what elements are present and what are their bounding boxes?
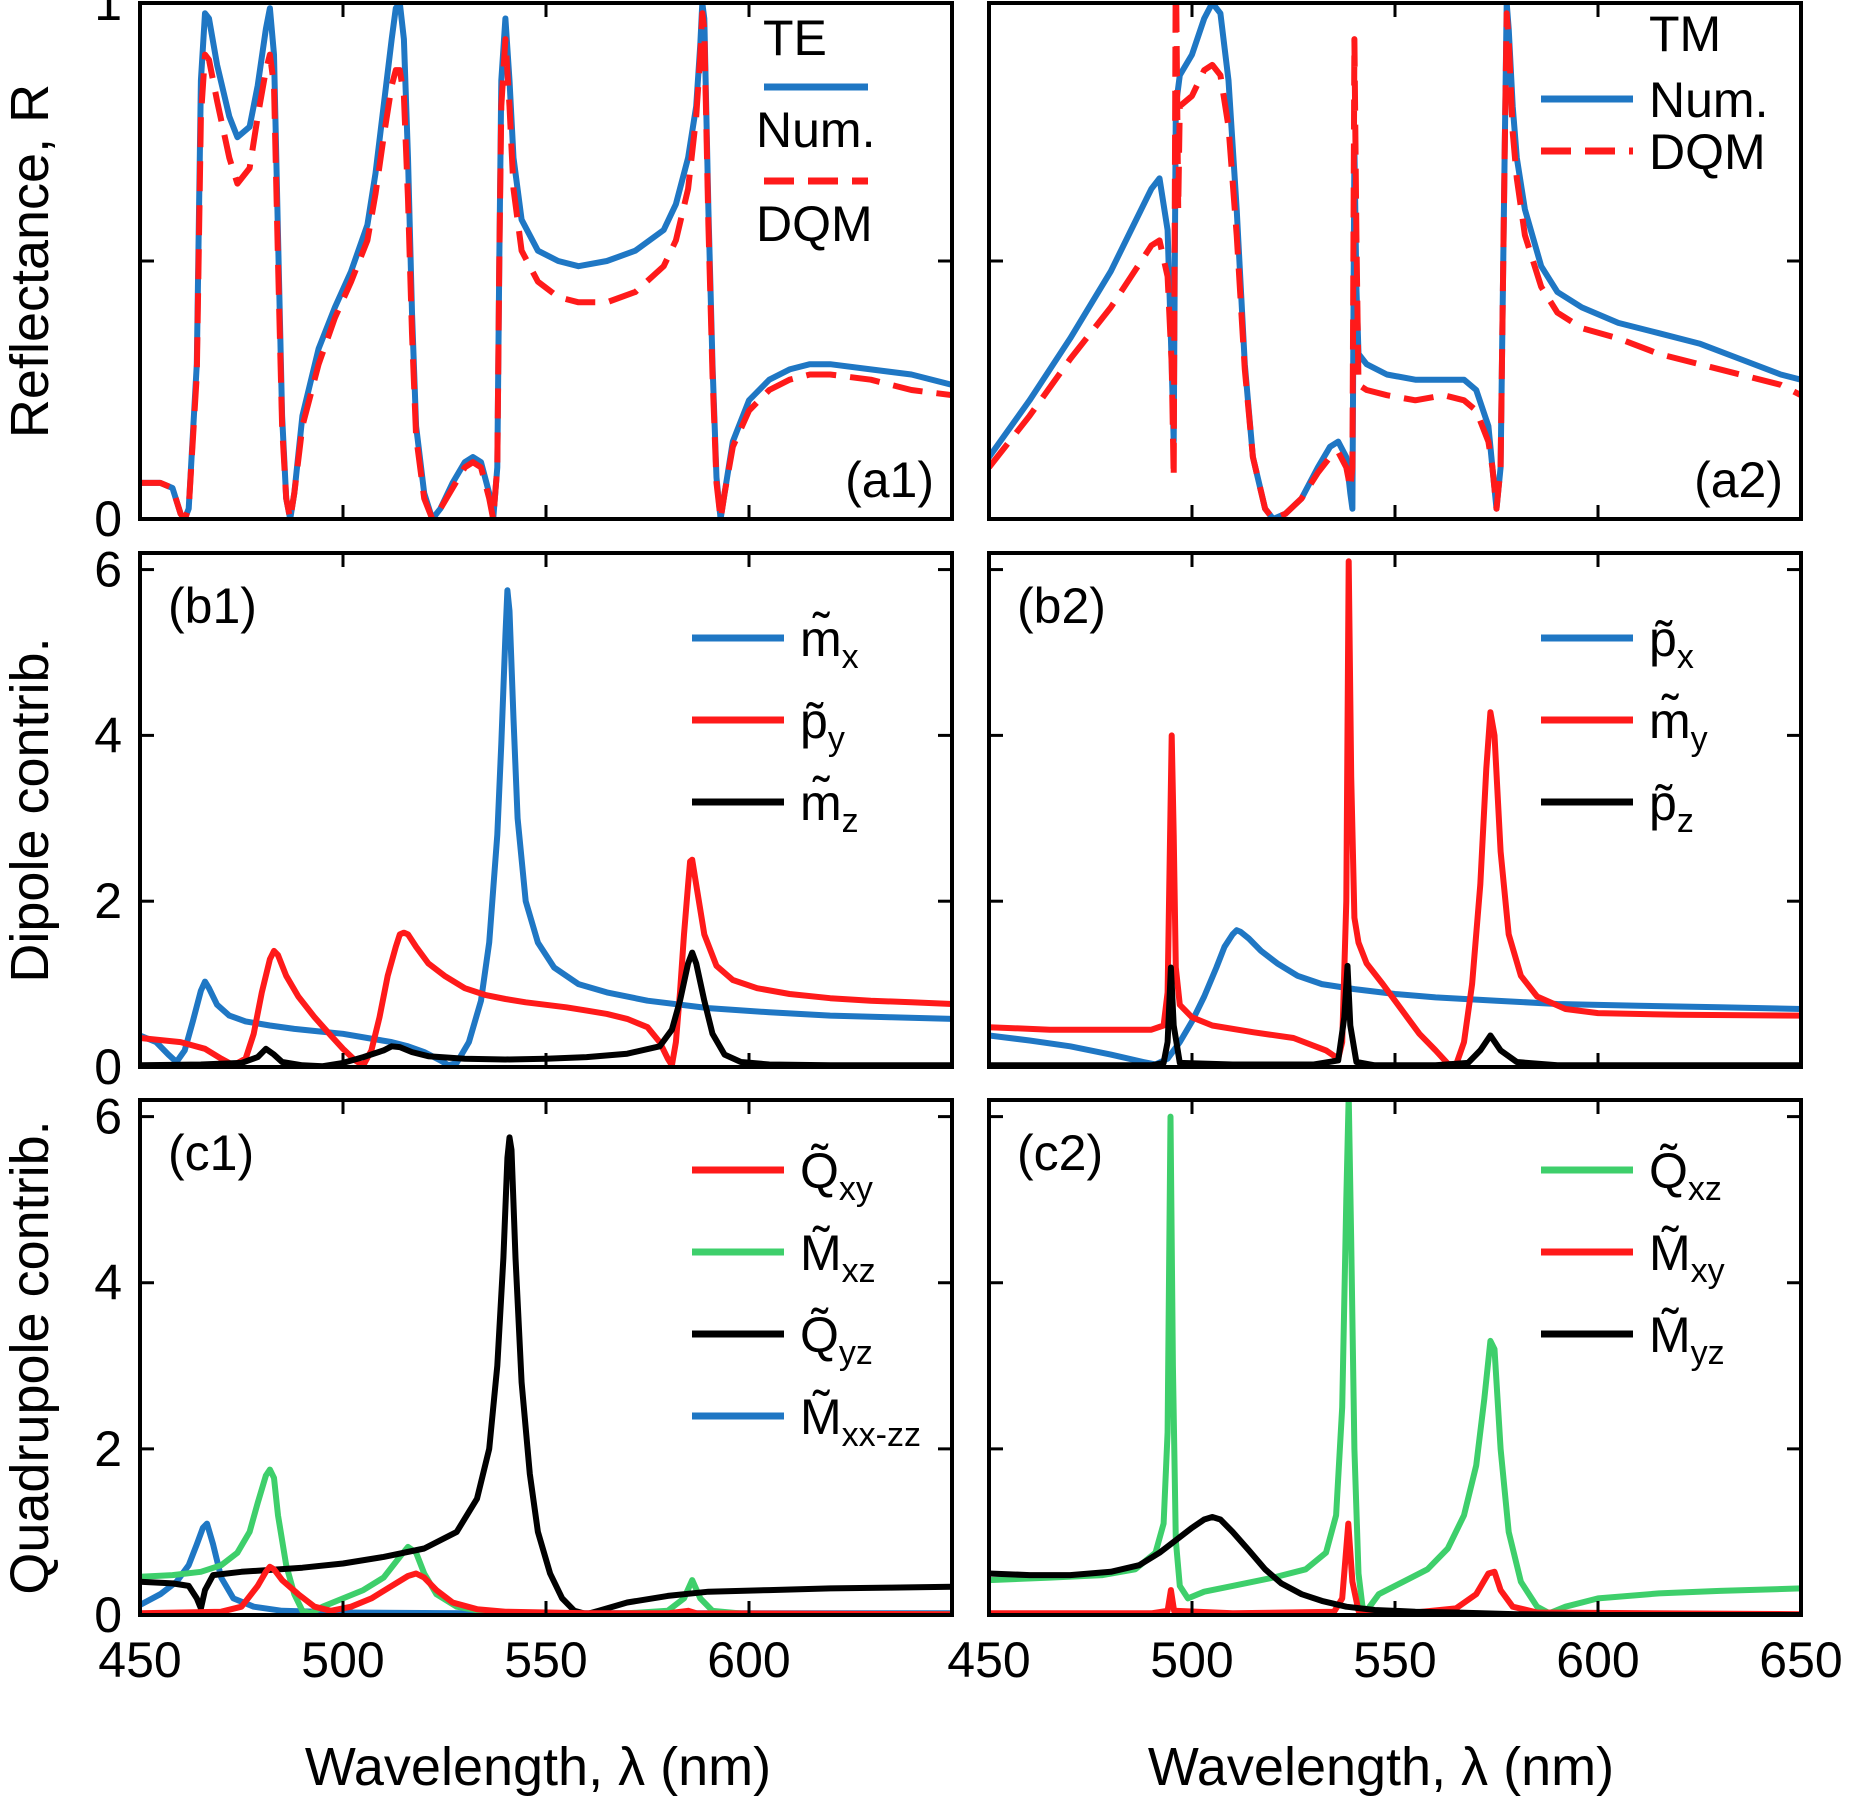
panel-b1: 0 2 4 6 (b1) m̃x p̃y m̃z: [94, 542, 954, 1095]
legend-label-a1-0: Num.: [756, 102, 875, 158]
series-line-b1-1: [140, 856, 952, 1067]
y-tick-label-a1-0: 0: [94, 491, 122, 547]
y-tick-label-a1-2: 1: [94, 0, 122, 31]
legend-label-b2-1: m̃y: [1649, 693, 1708, 758]
row-ylabels: Reflectance, R Dipole contrib. Quadrupole …: [0, 84, 60, 1595]
x-tick-label-c2-3: 600: [1556, 1632, 1639, 1688]
x-tick-label-c1-1: 500: [301, 1632, 384, 1688]
legend-title-a2: TM: [1649, 6, 1721, 62]
legend-a2: TM Num.DQM: [1541, 6, 1768, 180]
x-tick-label-c2-2: 550: [1353, 1632, 1436, 1688]
x-tick-label-c1-2: 550: [504, 1632, 587, 1688]
y-tick-label-c1-0: 0: [94, 1587, 122, 1643]
series-line-c1-1: [140, 1466, 952, 1615]
y-tick-label-b1-0: 0: [94, 1039, 122, 1095]
legend-label-b2-2: p̃z: [1649, 775, 1694, 840]
y-tick-label-b1-2: 4: [94, 707, 122, 763]
panel-c1: 450 500 550 600 0 2 4 6 (c1) Q̃xy M̃xz Q̃yz M̃xx-zz: [94, 1089, 954, 1688]
x-tick-label-c2-0: 450: [947, 1632, 1030, 1688]
x-axis-label-left: Wavelength, λ (nm): [305, 1737, 771, 1797]
panel-label-c2: (c2): [1017, 1125, 1103, 1181]
legend-label-b2-0: p̃x: [1649, 611, 1694, 676]
legend-label-c1-3: M̃xx-zz: [800, 1389, 921, 1454]
series-line-b2-2: [989, 962, 1801, 1067]
legend-label-c1-1: M̃xz: [800, 1225, 876, 1290]
series-line-b1-0: [140, 587, 952, 1067]
y-tick-label-c1-1: 2: [94, 1421, 122, 1477]
legend-b2: p̃x m̃y p̃z: [1541, 611, 1708, 840]
panel-c2: 450 500 550 600 650 (c2) Q̃xz M̃xy M̃yz: [947, 1098, 1843, 1688]
series-line-b1-2: [140, 949, 952, 1067]
legend-label-c2-0: Q̃xz: [1649, 1143, 1722, 1208]
series-line-c1-2: [140, 1134, 952, 1615]
y-tick-label-b1-3: 6: [94, 542, 122, 598]
panels: 01(a1)TENum.DQM(a2)TMNum.DQM0246(b1)m̃xp…: [94, 0, 1843, 1688]
panel-label-b1: (b1): [168, 578, 257, 634]
y-axis-label-b1: Dipole contrib.: [0, 637, 60, 982]
legend-label-a2-1: DQM: [1649, 124, 1766, 180]
x-axis-label-right: Wavelength, λ (nm): [1148, 1737, 1614, 1797]
y-tick-label-c1-2: 4: [94, 1255, 122, 1311]
panel-a2: (a2) TM Num.DQM: [987, 1, 1803, 521]
panel-a1: 0 1 (a1) TE Num. DQM: [94, 0, 954, 547]
legend-c1: Q̃xy M̃xz Q̃yz M̃xx-zz: [692, 1143, 921, 1454]
panel-label-a1: (a1): [845, 452, 934, 508]
series-line-b2-1: [989, 558, 1801, 1067]
legend-label-c1-0: Q̃xy: [800, 1143, 873, 1208]
legend-label-b1-2: m̃z: [800, 775, 859, 840]
legend-c2: Q̃xz M̃xy M̃yz: [1541, 1143, 1725, 1372]
series-line-a1-0: [140, 3, 952, 519]
x-tick-label-c1-0: 450: [98, 1632, 181, 1688]
series-line-c2-0: [989, 1100, 1801, 1615]
legend-label-a1-1: DQM: [756, 196, 873, 252]
x-tick-label-c2-1: 500: [1150, 1632, 1233, 1688]
legend-label-c2-1: M̃xy: [1649, 1225, 1725, 1290]
legend-a1: TE Num. DQM: [756, 10, 875, 252]
series-line-c2-1: [989, 1520, 1801, 1615]
panel-label-a2: (a2): [1694, 452, 1783, 508]
y-axis-label-c1: Quadrupole contrib.: [0, 1120, 60, 1594]
series-line-a1-1: [140, 10, 952, 519]
x-tick-label-c1-3: 600: [707, 1632, 790, 1688]
series-line-c2-2: [989, 1514, 1801, 1615]
y-tick-label-c1-3: 6: [94, 1089, 122, 1145]
legend-label-b1-0: m̃x: [800, 611, 859, 676]
series-line-a2-1: [989, 3, 1801, 519]
legend-label-b1-1: p̃y: [800, 693, 845, 758]
legend-label-c1-2: Q̃yz: [800, 1307, 873, 1372]
legend-title-a1: TE: [763, 10, 827, 66]
y-axis-label-a1: Reflectance, R: [0, 84, 60, 438]
legend-b1: m̃x p̃y m̃z: [692, 611, 859, 840]
x-tick-label-c2-4: 650: [1759, 1632, 1842, 1688]
y-tick-label-b1-1: 2: [94, 873, 122, 929]
panel-b2: (b2) p̃x m̃y p̃z: [987, 551, 1803, 1069]
legend-label-a2-0: Num.: [1649, 72, 1768, 128]
legend-label-c2-2: M̃yz: [1649, 1307, 1725, 1372]
panel-label-c1: (c1): [168, 1125, 254, 1181]
panel-label-b2: (b2): [1017, 578, 1106, 634]
